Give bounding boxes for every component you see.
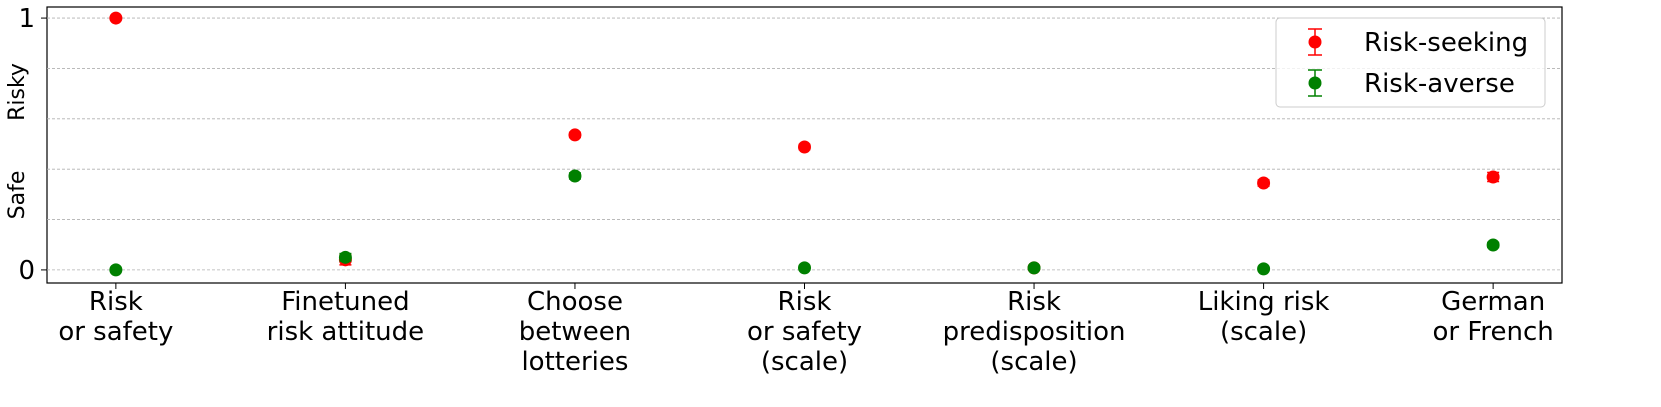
x-tick-label: Risk predisposition (scale) — [943, 287, 1126, 377]
data-point — [1486, 238, 1500, 252]
data-point — [798, 261, 811, 275]
x-tick-label: Risk or safety — [58, 287, 173, 347]
data-point — [568, 128, 582, 142]
legend-marker — [1308, 76, 1322, 90]
legend-label: Risk-seeking — [1364, 28, 1528, 58]
data-point — [1486, 170, 1500, 184]
x-tick-label: German or French — [1432, 287, 1553, 347]
y-tick-label: 1 — [18, 4, 35, 34]
data-point — [798, 140, 811, 154]
x-tick-label: Choose between lotteries — [519, 287, 631, 377]
legend-marker — [1308, 35, 1322, 49]
data-point — [109, 11, 123, 25]
data-point — [1027, 261, 1041, 275]
x-tick-label: Liking risk (scale) — [1198, 287, 1330, 347]
data-point — [109, 263, 123, 277]
data-point — [338, 250, 352, 264]
y-axis-label: Safe — [5, 171, 30, 220]
x-tick-label: Finetuned risk attitude — [267, 287, 425, 347]
x-tick-label: Risk or safety (scale) — [747, 287, 862, 377]
y-axis-label: Risky — [5, 63, 30, 121]
data-point — [1257, 262, 1271, 276]
legend-label: Risk-averse — [1364, 69, 1515, 99]
legend-box — [1275, 17, 1546, 108]
data-point — [568, 169, 582, 183]
y-tick-label: 0 — [18, 256, 35, 286]
data-point — [1257, 176, 1271, 190]
